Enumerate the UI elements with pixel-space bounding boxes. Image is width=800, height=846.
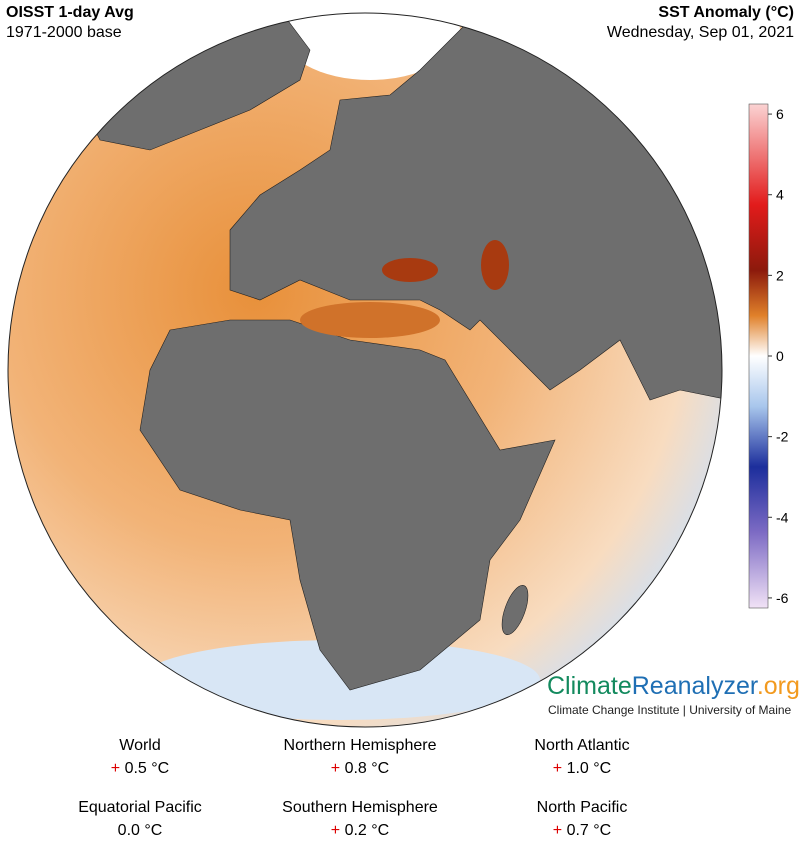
stat: World + 0.5 °C [20, 737, 260, 778]
stat-name: North Pacific [536, 799, 628, 816]
stat-name: North Atlantic [534, 737, 630, 754]
colorbar-tick-label: 6 [776, 106, 784, 122]
stat-name: Northern Hemisphere [283, 737, 437, 754]
globe [8, 13, 722, 727]
colorbar [748, 103, 769, 609]
stat-value: 0.0 °C [117, 822, 163, 839]
stat: North Atlantic + 1.0 °C [462, 737, 702, 778]
date: Wednesday, Sep 01, 2021 [606, 24, 794, 41]
stat-sign: + [330, 822, 341, 839]
title: OISST 1-day Avg [6, 4, 134, 21]
stat-sign: + [552, 822, 563, 839]
subtitle: 1971-2000 base [6, 24, 122, 41]
stat-name: Equatorial Pacific [78, 799, 202, 816]
stat: North Pacific + 0.7 °C [462, 799, 702, 840]
stat: Northern Hemisphere + 0.8 °C [240, 737, 480, 778]
stat-sign: + [330, 760, 341, 777]
stat-sign: + [110, 760, 121, 777]
brand-part: Reanalyzer [631, 672, 757, 700]
stat: Equatorial Pacific 0.0 °C [20, 799, 260, 840]
tagline: Climate Change Institute | University of… [548, 703, 792, 717]
stat: Southern Hemisphere + 0.2 °C [240, 799, 480, 840]
stat-value: 0.5 °C [124, 760, 170, 777]
stat-name: Southern Hemisphere [282, 799, 438, 816]
stat-sign: + [552, 760, 563, 777]
colorbar-tick-label: 0 [776, 348, 784, 364]
brand-part: .org [756, 672, 800, 700]
brand-part: Climate [547, 672, 632, 700]
colorbar-tick-label: -4 [776, 509, 789, 525]
colorbar-tick-label: 2 [776, 267, 784, 283]
colorbar-tick-label: -2 [776, 429, 789, 445]
brand: ClimateReanalyzer.org [547, 672, 800, 701]
stat-value: 0.7 °C [566, 822, 612, 839]
stat-name: World [119, 737, 161, 754]
colorbar-tick-label: -6 [776, 590, 789, 606]
stat-value: 1.0 °C [566, 760, 612, 777]
right-title: SST Anomaly (°C) [658, 4, 794, 21]
stat-value: 0.2 °C [344, 822, 390, 839]
colorbar-tick-label: 4 [776, 187, 784, 203]
stat-value: 0.8 °C [344, 760, 390, 777]
